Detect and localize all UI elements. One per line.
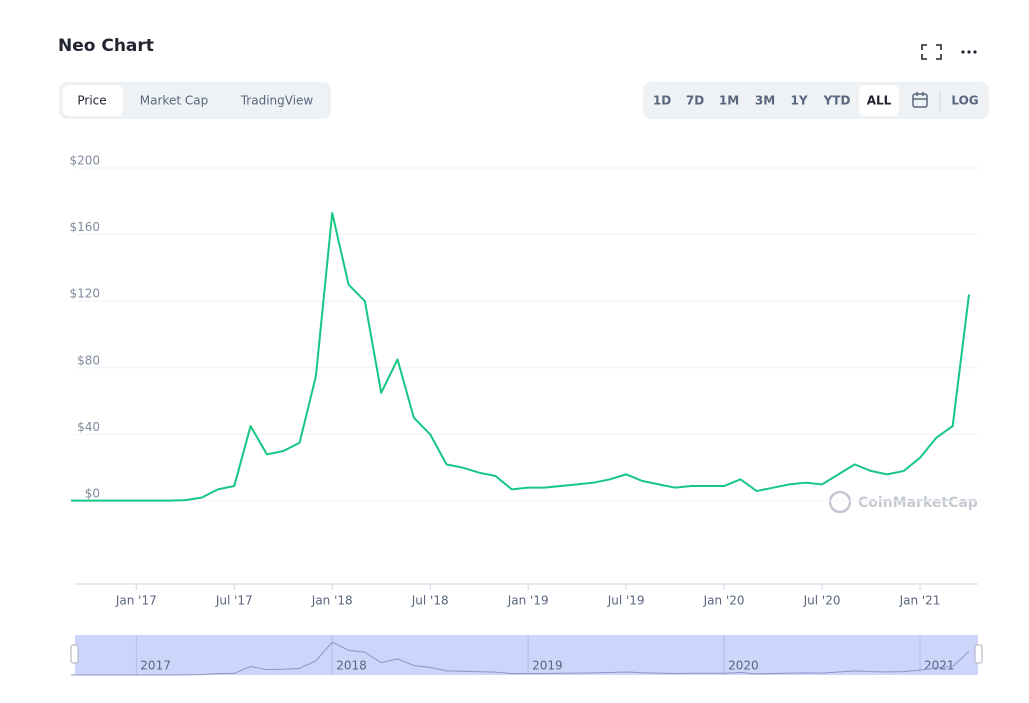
nav-tick-label: 2018 [336,659,367,673]
navigator[interactable] [75,635,978,675]
x-tick-label: Jan '19 [507,594,549,608]
tab[interactable]: Price [77,94,106,108]
range-button[interactable]: 1Y [790,94,807,108]
range-button[interactable]: 1M [719,94,739,108]
tab[interactable]: TradingView [240,94,314,108]
x-tick-label: Jan '20 [703,594,745,608]
y-tick-label: $80 [77,353,100,367]
y-tick-label: $120 [69,287,100,301]
fullscreen-icon[interactable] [921,44,942,60]
x-tick-label: Jan '21 [899,594,941,608]
nav-tick-label: 2017 [140,659,171,673]
y-tick-label: $40 [77,420,100,434]
nav-handle[interactable] [974,644,983,664]
nav-line [71,641,970,676]
nav-tick-label: 2020 [728,659,759,673]
x-tick-label: Jul '18 [411,594,449,608]
x-tick-label: Jul '20 [803,594,841,608]
range-button[interactable]: 1D [653,94,671,108]
nav-tick-label: 2021 [924,659,955,673]
range-button[interactable]: 3M [755,94,775,108]
more-icon[interactable] [961,50,977,54]
y-tick-label: $200 [69,154,100,168]
chart-title: Neo Chart [58,36,154,56]
y-tick-label: $0 [85,487,100,501]
x-tick-label: Jul '19 [607,594,645,608]
nav-tick-label: 2019 [532,659,563,673]
range-bar [643,82,989,119]
range-active [859,85,899,116]
calendar-icon[interactable] [912,92,928,108]
watermark: CoinMarketCap [828,490,978,514]
x-tick-label: Jul '17 [215,594,253,608]
x-tick-label: Jan '18 [311,594,353,608]
y-tick-label: $160 [69,220,100,234]
price-line [71,211,970,502]
tab-active [63,85,123,116]
range-button[interactable]: ALL [867,94,892,108]
range-button[interactable]: 7D [686,94,704,108]
range-button[interactable]: YTD [823,94,851,108]
tab[interactable]: Market Cap [140,94,208,108]
x-tick-label: Jan '17 [115,594,157,608]
range-button[interactable]: LOG [951,94,978,108]
watermark-text: CoinMarketCap [858,495,978,511]
tab-bar [59,82,331,119]
nav-handle[interactable] [70,644,79,664]
